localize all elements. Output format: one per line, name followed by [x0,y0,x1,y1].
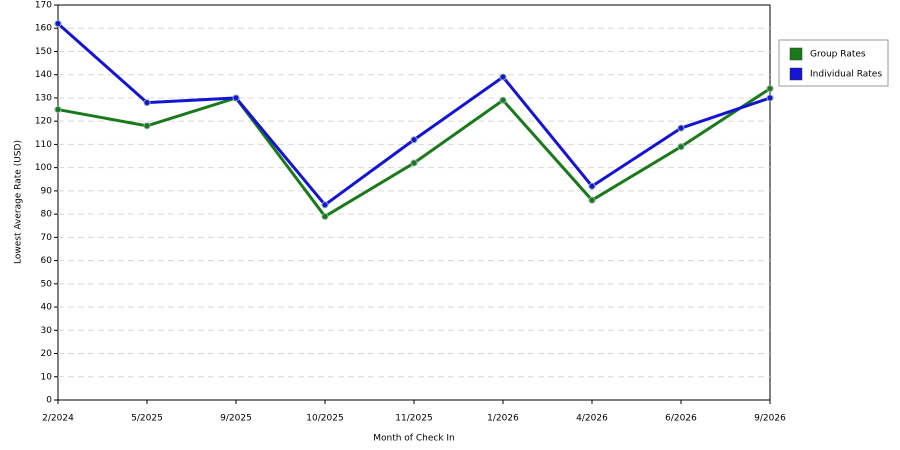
data-point [588,196,596,204]
y-tick-label: 80 [41,210,53,220]
data-point [54,20,62,28]
x-tick-label: 1/2026 [487,414,519,424]
data-point [588,182,596,190]
data-point [499,73,507,81]
y-tick-label: 70 [41,233,53,243]
x-tick-label: 5/2025 [131,414,163,424]
data-point [143,99,151,107]
legend-label: Individual Rates [810,70,882,80]
y-tick-label: 150 [35,47,52,57]
x-tick-label: 11/2025 [395,414,432,424]
y-tick-label: 130 [35,93,52,103]
y-tick-label: 110 [35,140,52,150]
legend-label: Group Rates [810,50,866,60]
data-point [54,106,62,114]
data-point [321,201,329,209]
x-axis-label: Month of Check In [373,434,455,444]
y-tick-label: 120 [35,117,52,127]
x-tick-label: 9/2026 [754,414,786,424]
legend-swatch [789,47,803,61]
y-tick-label: 60 [41,256,53,266]
data-point [321,212,329,220]
y-tick-label: 30 [41,326,53,336]
y-tick-label: 40 [41,303,53,313]
series-line [57,22,771,207]
data-point [766,94,774,102]
y-tick-label: 100 [35,163,52,173]
y-tick-label: 20 [41,349,53,359]
x-tick-label: 2/2024 [42,414,74,424]
data-point [410,136,418,144]
data-point [232,94,240,102]
x-tick-label: 6/2026 [665,414,697,424]
plot-frame [57,4,771,401]
data-point [499,96,507,104]
x-tick-label: 10/2025 [306,414,343,424]
y-tick-label: 90 [41,186,53,196]
y-tick-label: 160 [35,24,52,34]
data-point [677,124,685,132]
x-tick-label: 4/2026 [576,414,608,424]
x-tick-label: 9/2025 [220,414,252,424]
data-point [143,122,151,130]
data-point [766,85,774,93]
data-point [677,143,685,151]
y-tick-label: 50 [41,279,53,289]
legend-swatch [789,67,803,81]
y-tick-label: 10 [41,372,53,382]
y-tick-label: 170 [35,1,52,11]
y-tick-label: 0 [46,396,52,406]
y-tick-label: 140 [35,70,52,80]
y-axis-label: Lowest Average Rate (USD) [14,140,24,264]
data-point [410,159,418,167]
series-line [57,87,771,219]
